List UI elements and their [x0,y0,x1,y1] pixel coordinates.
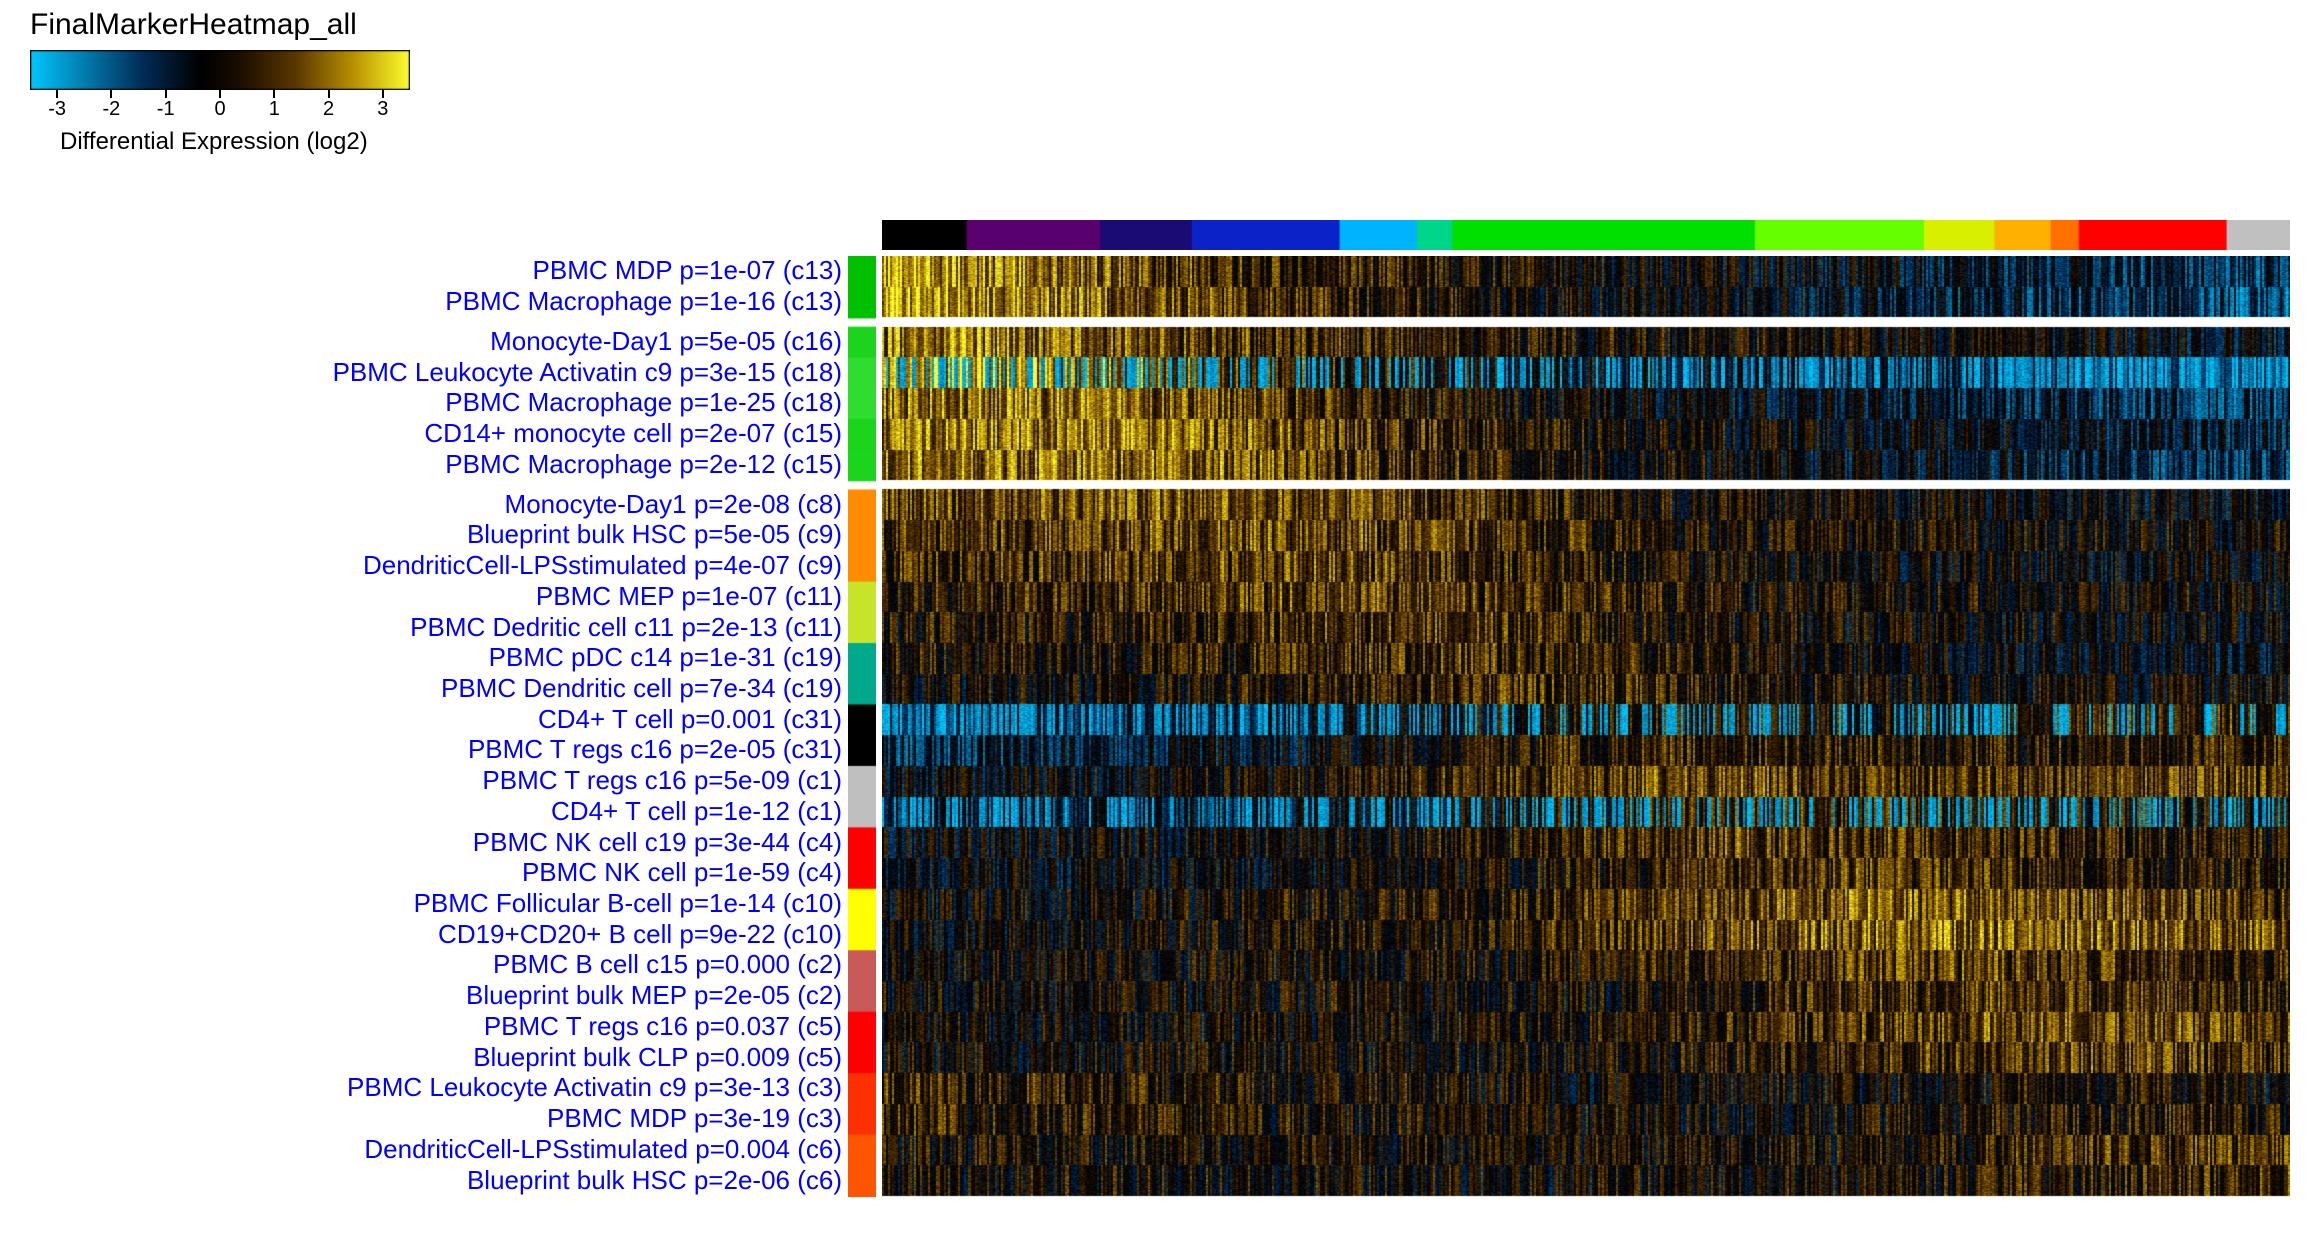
colorbar-tick [328,90,330,98]
row-label: PBMC Dedritic cell c11 p=2e-13 (c11) [410,612,842,643]
figure-root: FinalMarkerHeatmap_all -3 -2 -1 0123 Differ… [0,0,2320,1256]
row-label: PBMC Macrophage p=1e-25 (c18) [445,387,842,418]
colorbar-tick [110,90,112,98]
row-label: PBMC Dendritic cell p=7e-34 (c19) [441,673,842,704]
colorbar-tick [273,90,275,98]
row-label: Blueprint bulk CLP p=0.009 (c5) [473,1042,842,1073]
colorbar-tick-label: -1 [146,98,186,121]
row-label: PBMC MEP p=1e-07 (c11) [536,581,842,612]
row-label: Blueprint bulk HSC p=5e-05 (c9) [467,519,842,550]
row-label: PBMC Follicular B-cell p=1e-14 (c10) [414,888,842,919]
row-label: PBMC T regs c16 p=0.037 (c5) [484,1011,842,1042]
row-label: PBMC NK cell p=1e-59 (c4) [522,857,842,888]
row-label: PBMC MDP p=3e-19 (c3) [547,1103,842,1134]
row-label: DendriticCell-LPSstimulated p=4e-07 (c9) [363,550,842,581]
colorbar-tick [165,90,167,98]
colorbar-tick-label: 2 [309,98,349,121]
row-label: PBMC B cell c15 p=0.000 (c2) [493,949,842,980]
row-label: CD4+ T cell p=1e-12 (c1) [551,796,842,827]
row-label: PBMC pDC c14 p=1e-31 (c19) [489,642,842,673]
row-label: DendriticCell-LPSstimulated p=0.004 (c6) [364,1134,842,1165]
row-label: CD4+ T cell p=0.001 (c31) [538,704,842,735]
colorbar-tick-label: -3 [37,98,77,121]
colorbar-tick [219,90,221,98]
row-label: CD14+ monocyte cell p=2e-07 (c15) [424,418,842,449]
colorbar-tick-label: -2 [91,98,131,121]
column-cluster-bar [882,220,2290,250]
heatmap [882,256,2290,1197]
row-label: PBMC Leukocyte Activatin c9 p=3e-13 (c3) [347,1072,842,1103]
row-label: CD19+CD20+ B cell p=9e-22 (c10) [438,919,842,950]
row-label: PBMC T regs c16 p=5e-09 (c1) [482,765,842,796]
colorbar-tick-label: 3 [363,98,403,121]
row-label: PBMC MDP p=1e-07 (c13) [533,255,842,286]
colorbar-label: Differential Expression (log2) [60,128,368,156]
row-label: Blueprint bulk MEP p=2e-05 (c2) [466,980,842,1011]
row-label: PBMC Macrophage p=1e-16 (c13) [445,286,842,317]
colorbar-tick-label: 1 [254,98,294,121]
row-label: Monocyte-Day1 p=5e-05 (c16) [490,326,842,357]
row-label: Monocyte-Day1 p=2e-08 (c8) [505,489,842,520]
row-label: PBMC NK cell c19 p=3e-44 (c4) [473,827,842,858]
row-label: PBMC Macrophage p=2e-12 (c15) [445,449,842,480]
row-label: PBMC T regs c16 p=2e-05 (c31) [468,734,842,765]
colorbar-tick [56,90,58,98]
colorbar-tick-label: 0 [200,98,240,121]
row-label: Blueprint bulk HSC p=2e-06 (c6) [467,1165,842,1196]
figure-title: FinalMarkerHeatmap_all [30,8,357,42]
row-label: PBMC Leukocyte Activatin c9 p=3e-15 (c18… [333,357,842,388]
row-cluster-bar [848,256,876,1197]
colorbar [30,50,410,90]
colorbar-tick [382,90,384,98]
